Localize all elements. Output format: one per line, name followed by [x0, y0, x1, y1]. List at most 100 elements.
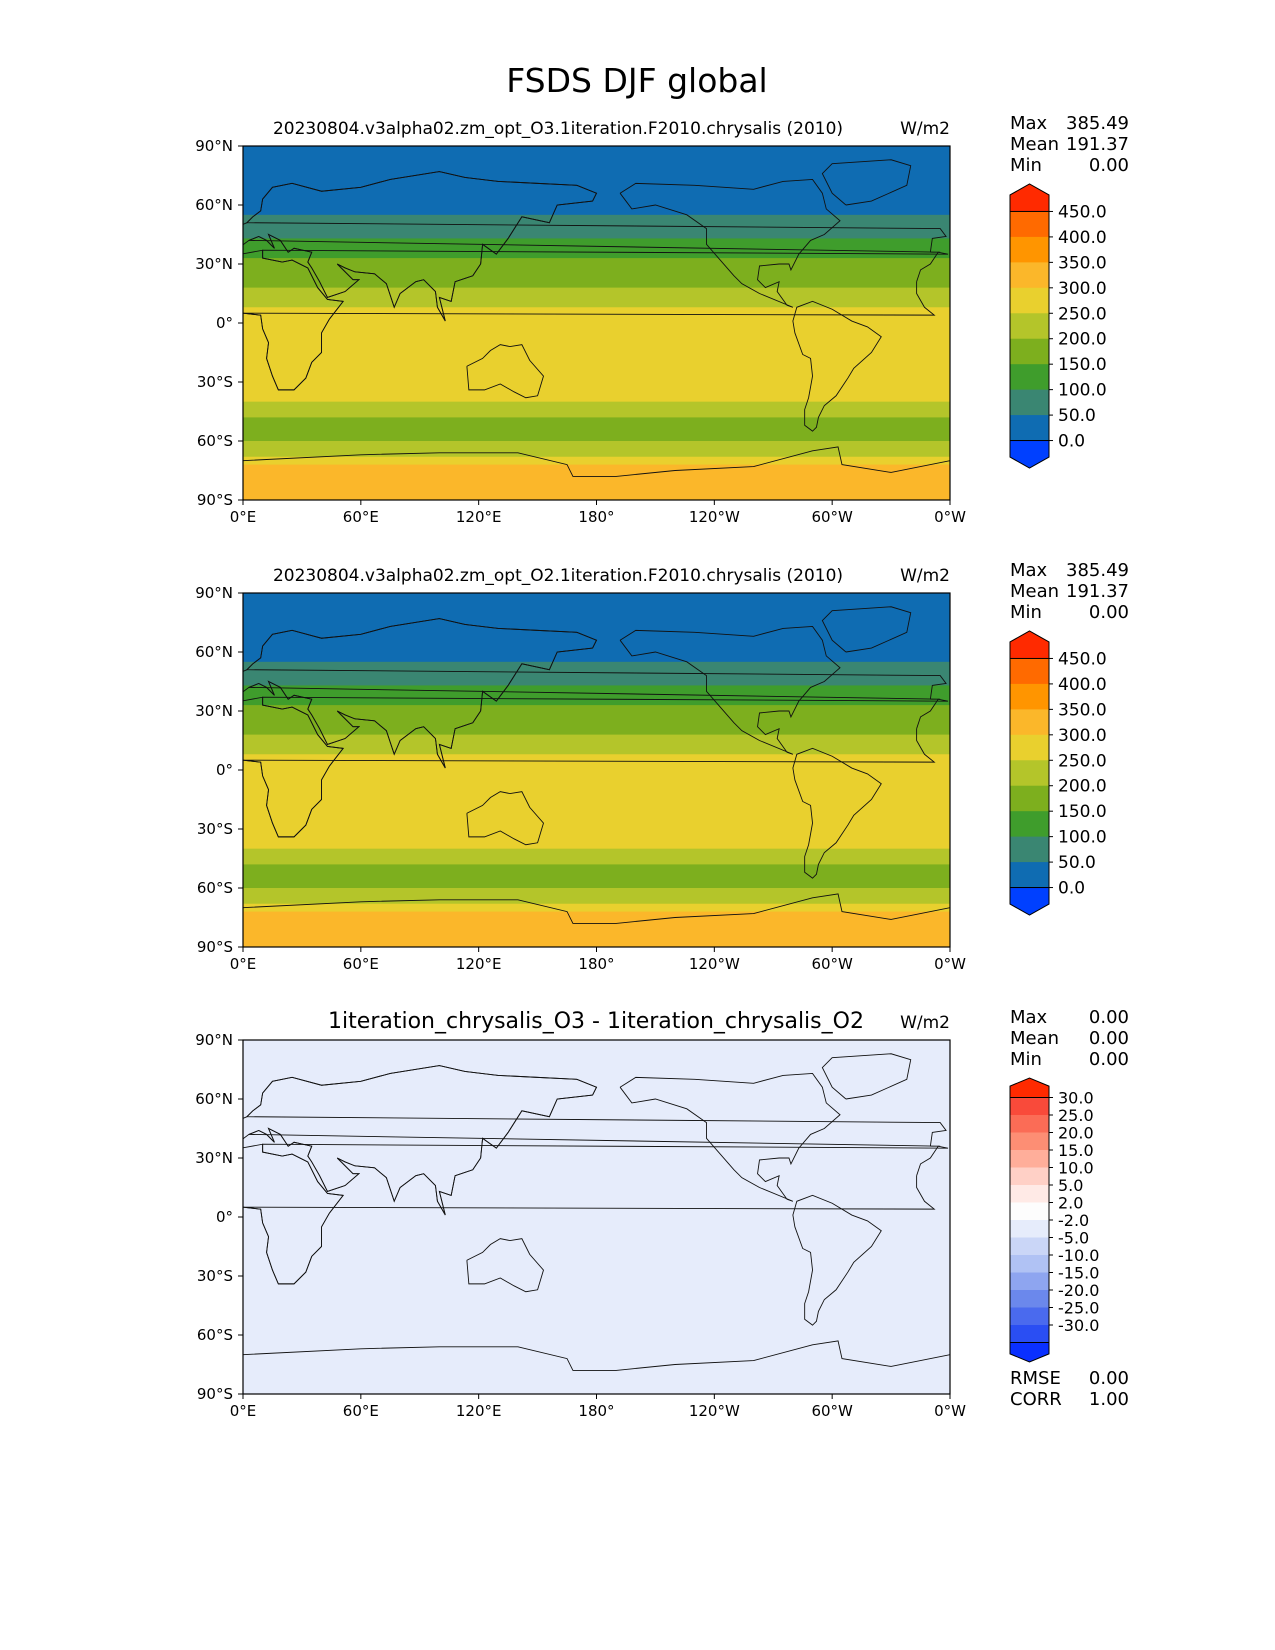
- field-band: [243, 602, 950, 663]
- field-band: [243, 661, 950, 687]
- x-tick-label: 120°E: [456, 1402, 502, 1420]
- colorbar-extend-min: [1009, 1342, 1050, 1363]
- colorbar-segment: [1010, 709, 1049, 736]
- coastline-eurasia-wrap: [245, 171, 947, 322]
- y-tick-label: 0°: [216, 314, 233, 332]
- coastline-north-america: [619, 1072, 841, 1202]
- colorbar-tick-label: 25.0: [1058, 1106, 1094, 1125]
- colorbar-tick-label: 350.0: [1058, 253, 1107, 273]
- colorbar-tick-label: 450.0: [1058, 649, 1107, 669]
- colorbar-segment: [1010, 338, 1049, 365]
- colorbar: 30.025.020.015.010.05.02.0-2.0-5.0-10.0-…: [1009, 1077, 1099, 1363]
- panel-reference: 20230804.v3alpha02.zm_opt_O2.1iteration.…: [195, 560, 1129, 973]
- x-tick-label: 180°: [578, 508, 614, 526]
- stat-label: Max: [1010, 1007, 1048, 1028]
- colorbar-segment: [1010, 262, 1049, 289]
- coastlines: [243, 1053, 950, 1371]
- coastline-australia: [466, 1238, 544, 1293]
- stat-value: 0.00: [1089, 1049, 1129, 1070]
- coastline-antarctica: [243, 1340, 950, 1371]
- field-band: [243, 401, 950, 418]
- colorbar-tick-label: 300.0: [1058, 279, 1107, 299]
- x-tick-label: 0°E: [230, 1402, 257, 1420]
- field-band: [243, 417, 950, 442]
- stat-label: Max: [1010, 560, 1048, 581]
- colorbar-segment: [1010, 1132, 1049, 1151]
- map-field: [243, 1040, 950, 1394]
- stat-label: Min: [1010, 1049, 1042, 1070]
- colorbar: 450.0 400.0 350.0 300.0 250.0 200.0 150.0 100.0…: [1009, 183, 1107, 469]
- y-tick-label: 30°S: [197, 820, 233, 838]
- x-tick-label: 60°W: [811, 1402, 853, 1420]
- colorbar-tick-label: -20.0: [1058, 1281, 1099, 1300]
- colorbar-tick-label: 150.0: [1058, 802, 1107, 822]
- colorbar-segment: [1010, 1272, 1049, 1291]
- stat-value: 385.49: [1066, 560, 1129, 581]
- colorbar-segment: [1010, 211, 1049, 238]
- stat-value: 0.00: [1089, 1007, 1129, 1028]
- y-tick-label: 90°S: [197, 1385, 233, 1403]
- colorbar-segment: [1010, 1150, 1049, 1168]
- coastline-australia: [466, 344, 544, 399]
- field-band: [243, 287, 950, 308]
- colorbar-extend-min: [1009, 887, 1050, 916]
- x-tick-label: 60°W: [811, 508, 853, 526]
- x-tick-label: 0°W: [934, 1402, 966, 1420]
- x-tick-label: 180°: [578, 1402, 614, 1420]
- coastline-antarctica: [243, 893, 950, 924]
- colorbar-extend-max: [1009, 183, 1050, 212]
- colorbar-segment: [1010, 287, 1049, 314]
- coastline-antarctica: [243, 446, 950, 477]
- colorbar-segment: [1010, 1325, 1049, 1343]
- footer-stat-label: RMSE: [1010, 1368, 1061, 1389]
- colorbar-tick-label: -5.0: [1058, 1229, 1089, 1248]
- y-tick-label: 90°N: [195, 137, 233, 155]
- colorbar-tick-label: 15.0: [1058, 1141, 1094, 1160]
- colorbar-tick-label: 100.0: [1058, 828, 1107, 848]
- stat-value: 0.00: [1089, 1028, 1129, 1049]
- field-band: [243, 238, 950, 259]
- colorbar-tick-label: -30.0: [1058, 1316, 1099, 1335]
- colorbar-tick-label: 20.0: [1058, 1124, 1094, 1143]
- y-tick-label: 90°N: [195, 584, 233, 602]
- coastline-eurasia-wrap: [245, 618, 947, 769]
- y-tick-label: 60°N: [195, 1090, 233, 1108]
- colorbar-tick-label: -2.0: [1058, 1211, 1089, 1230]
- colorbar-frame: [1009, 210, 1050, 442]
- footer-stat-label: CORR: [1010, 1389, 1062, 1410]
- field-band: [243, 214, 950, 240]
- colorbar-segment: [1010, 1237, 1049, 1256]
- colorbar-tick-label: 200.0: [1058, 330, 1107, 350]
- stat-label: Min: [1010, 155, 1042, 176]
- colorbar: 450.0 400.0 350.0 300.0 250.0 200.0 150.0 100.0…: [1009, 630, 1107, 916]
- colorbar-segment: [1010, 1220, 1049, 1238]
- colorbar-segment: [1010, 785, 1049, 812]
- stat-value: 0.00: [1089, 602, 1129, 623]
- coastline-africa-wrap: [243, 249, 949, 391]
- units-label: W/m2: [900, 566, 950, 586]
- map-field: [243, 593, 950, 947]
- coastlines: [243, 159, 950, 477]
- colorbar-tick-label: 5.0: [1058, 1176, 1083, 1195]
- panel-title: 20230804.v3alpha02.zm_opt_O3.1iteration.…: [273, 119, 843, 139]
- x-tick-label: 60°E: [343, 1402, 379, 1420]
- x-tick-label: 60°E: [343, 508, 379, 526]
- x-tick-label: 120°W: [689, 1402, 740, 1420]
- y-tick-label: 30°N: [195, 1149, 233, 1167]
- y-tick-label: 30°N: [195, 702, 233, 720]
- y-tick-label: 60°S: [197, 879, 233, 897]
- field-band: [243, 911, 950, 947]
- colorbar-segment: [1010, 811, 1049, 838]
- map-field: [243, 146, 950, 500]
- colorbar-segment: [1010, 1255, 1049, 1273]
- colorbar-segment: [1010, 236, 1049, 263]
- y-tick-label: 60°N: [195, 643, 233, 661]
- colorbar-tick-label: 50.0: [1058, 406, 1096, 426]
- colorbar-tick-label: 250.0: [1058, 751, 1107, 771]
- colorbar-segment: [1010, 734, 1049, 761]
- colorbar-tick-label: 100.0: [1058, 381, 1107, 401]
- colorbar-tick-label: 450.0: [1058, 202, 1107, 222]
- colorbar-segment: [1010, 1307, 1049, 1326]
- field-band: [243, 734, 950, 755]
- colorbar-tick-label: -10.0: [1058, 1246, 1099, 1265]
